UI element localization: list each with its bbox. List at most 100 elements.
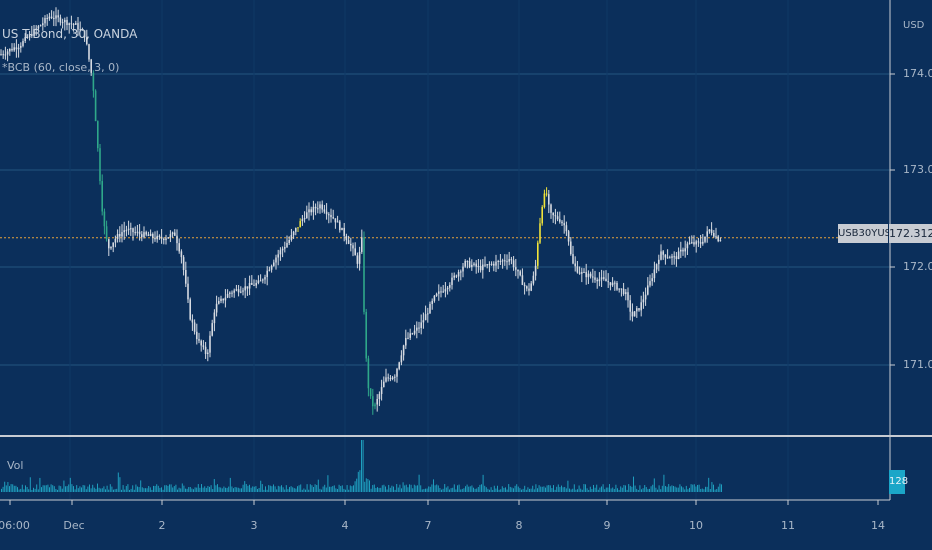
candle-body [317, 208, 319, 210]
volume-bar [308, 489, 310, 492]
candle-body [455, 275, 458, 277]
candle-body [581, 272, 583, 274]
candle-body [422, 320, 425, 323]
candle-body [697, 241, 700, 243]
volume-bar [445, 487, 447, 492]
volume-bar [423, 489, 425, 492]
candle-body [211, 323, 213, 336]
volume-bar [378, 487, 380, 492]
volume-bar [140, 480, 142, 492]
candle-body [369, 388, 372, 397]
candle-body [57, 15, 59, 18]
volume-bar [450, 488, 452, 492]
volume-bar [156, 484, 158, 492]
candle-body [68, 23, 70, 26]
volume-bar [10, 484, 12, 492]
x-tick-label: 2 [158, 519, 166, 532]
volume-bar [513, 488, 514, 492]
volume-bar [101, 488, 103, 492]
candle-body [358, 251, 361, 264]
volume-bar [316, 485, 318, 492]
volume-bar [266, 489, 268, 492]
volume-bar [441, 489, 442, 492]
candle-body [147, 234, 150, 236]
candle-body [264, 277, 266, 280]
candle-body [396, 368, 398, 377]
candle-body [64, 19, 66, 23]
volume-bar [562, 487, 564, 492]
candle-body [138, 231, 141, 235]
candle-body [552, 212, 554, 216]
volume-bar [260, 480, 262, 492]
volume-bar [597, 489, 599, 492]
volume-bar [245, 484, 247, 492]
volume-bar [490, 487, 492, 492]
volume-bar [655, 487, 657, 492]
volume-bar [1, 488, 2, 492]
candle-body [143, 232, 145, 238]
x-tick-label: 9 [603, 519, 611, 532]
candle-body [163, 238, 165, 241]
volume-bar [525, 489, 527, 492]
volume-bar [354, 481, 356, 492]
candle-body [407, 337, 409, 339]
volume-bar [556, 486, 558, 492]
volume-bar [482, 474, 484, 492]
candle-body [6, 51, 9, 55]
volume-bar [628, 484, 630, 492]
candle-body [704, 236, 706, 242]
candle-body [297, 227, 299, 229]
volume-bar [157, 485, 159, 492]
volume-bar [261, 484, 263, 492]
volume-bar [127, 484, 129, 492]
candle-body [321, 204, 323, 210]
volume-bar [693, 484, 695, 492]
candle-body [354, 248, 356, 256]
volume-bar [321, 489, 322, 492]
volume-bar [249, 484, 250, 492]
volume-bar [213, 479, 215, 492]
volume-bar [357, 471, 359, 492]
candle-body [350, 243, 352, 246]
symbol-badge: USB30YUSD [838, 224, 899, 243]
indicator-label[interactable]: *BCB (60, close, 3, 0) [2, 61, 120, 74]
candle-body [218, 300, 220, 304]
candle-body [9, 48, 11, 52]
volume-bar [319, 488, 321, 492]
candle-body [706, 231, 708, 237]
candle-body [378, 394, 381, 399]
volume-label[interactable]: Vol [7, 459, 24, 472]
volume-bar [650, 486, 652, 492]
volume-bar [649, 488, 650, 492]
candle-body [229, 292, 231, 294]
volume-bar [530, 488, 532, 492]
volume-bar [186, 488, 188, 492]
volume-bar [301, 489, 303, 492]
candle-body [438, 291, 440, 294]
volume-bar [306, 484, 308, 492]
x-tick-label: 3 [250, 519, 258, 532]
volume-bar [28, 489, 30, 492]
volume-bar [36, 484, 38, 492]
candle-body [493, 263, 495, 266]
volume-bar [137, 486, 138, 492]
candle-body [180, 251, 183, 258]
candle-body [416, 327, 418, 331]
candle-body [662, 251, 664, 255]
volume-bar [468, 486, 470, 492]
volume-bar [367, 479, 369, 492]
volume-bar [289, 487, 290, 492]
last-price-badge: 172.312 [889, 224, 932, 243]
candle-body [451, 277, 453, 285]
volume-bar [194, 487, 196, 492]
candle-body [202, 345, 205, 347]
currency-label[interactable]: USD [903, 20, 925, 31]
chart-title[interactable]: US T-Bond, 30, OANDA [2, 27, 138, 41]
volume-bar [346, 485, 348, 492]
candle-body [539, 223, 541, 243]
candle-body [614, 282, 616, 284]
candle-body [46, 18, 48, 20]
candle-body [537, 242, 539, 266]
